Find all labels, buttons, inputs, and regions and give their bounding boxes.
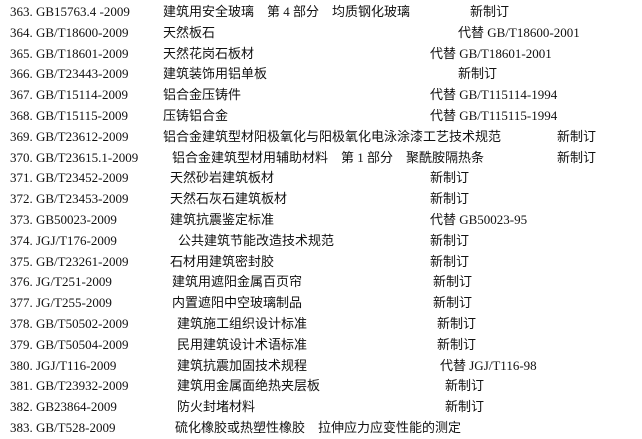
standard-code: 378. GB/T50502-2009	[10, 316, 129, 331]
standard-status: 新制订	[430, 253, 470, 269]
standard-row: 363. GB15763.4 -2009 建筑用安全玻璃 第 4 部分 均质钢化玻…	[0, 2, 642, 22]
standard-row: 378. GB/T50502-2009 建筑施工组织设计标准 新制订	[0, 314, 642, 334]
standard-status: 新制订	[557, 128, 597, 144]
standard-code: 373. GB50023-2009	[10, 212, 117, 227]
standard-status: 代替 GB/T115114-1994	[430, 87, 558, 103]
standard-status: 新制订	[430, 232, 470, 248]
standard-row: 366. GB/T23443-2009 建筑装饰用铝单板 新制订	[0, 64, 642, 84]
standard-title: 建筑抗震加固技术规程	[177, 357, 308, 373]
standard-code: 375. GB/T23261-2009	[10, 253, 129, 269]
standard-title: 建筑装饰用铝单板	[163, 66, 268, 82]
standard-code: 377. JG/T255-2009	[10, 295, 112, 311]
standard-status: 新制订	[445, 378, 485, 394]
standard-row: 372. GB/T23453-2009 天然石灰石建筑板材 新制订	[0, 189, 642, 209]
standard-code: 383. GB/T528-2009	[10, 420, 116, 435]
standard-title: 压铸铝合金	[163, 108, 229, 123]
standard-status: 代替 GB/T18601-2001	[430, 45, 552, 61]
standard-title: 防火封堵材料	[177, 399, 256, 415]
standard-code: 366. GB/T23443-2009	[10, 66, 129, 82]
standard-row: 369. GB/T23612-2009 铝合金建筑型材阳极氧化与阳极氧化电泳涂漆工…	[0, 127, 642, 147]
standard-row: 374. JGJ/T176-2009 公共建筑节能改造技术规范 新制订	[0, 231, 642, 251]
standard-title: 天然花岗石板材	[163, 45, 255, 61]
standard-code: 374. JGJ/T176-2009	[10, 232, 117, 248]
standard-row: 375. GB/T23261-2009 石材用建筑密封胶 新制订	[0, 252, 642, 272]
standard-row: 381. GB/T23932-2009 建筑用金属面绝热夹层板 新制订	[0, 376, 642, 396]
standard-title: 建筑施工组织设计标准	[177, 316, 308, 331]
standard-row: 370. GB/T23615.1-2009 铝合金建筑型材用辅助材料 第 1 部分…	[0, 148, 642, 168]
standard-code: 364. GB/T18600-2009	[10, 24, 129, 40]
standard-row: 365. GB/T18601-2009 天然花岗石板材 代替 GB/T18601-2…	[0, 44, 642, 64]
standard-status: 新制订	[433, 295, 473, 311]
standard-title: 铝合金建筑型材用辅助材料 第 1 部分 聚酰胺隔热条	[172, 149, 485, 165]
standard-title: 铝合金建筑型材阳极氧化与阳极氧化电泳涂漆工艺技术规范	[163, 128, 502, 144]
standard-row: 367. GB/T15114-2009 铝合金压铸件 代替 GB/T115114-1…	[0, 85, 642, 105]
standard-title: 民用建筑设计术语标准	[177, 336, 308, 352]
standard-title: 天然石灰石建筑板材	[170, 191, 288, 207]
standard-row: 382. GB23864-2009 防火封堵材料 新制订	[0, 397, 642, 417]
standard-status: 新制订	[445, 399, 485, 415]
standard-code: 367. GB/T15114-2009	[10, 87, 128, 103]
standard-code: 372. GB/T23453-2009	[10, 191, 129, 207]
standard-row: 373. GB50023-2009 建筑抗震鉴定标准 代替 GB50023-95	[0, 210, 642, 230]
standard-code: 365. GB/T18601-2009	[10, 45, 129, 61]
standard-row: 377. JG/T255-2009 内置遮阳中空玻璃制品 新制订	[0, 293, 642, 313]
standard-status: 新制订	[433, 274, 473, 290]
standard-status: 新制订	[437, 316, 477, 331]
standard-title: 天然砂岩建筑板材	[170, 170, 275, 186]
standard-title: 硫化橡胶或热塑性橡胶 拉伸应力应变性能的测定	[175, 420, 462, 435]
standard-status: 新制订	[437, 336, 477, 352]
standard-title: 石材用建筑密封胶	[170, 253, 275, 269]
standard-status: 代替 GB50023-95	[430, 212, 528, 227]
standard-title: 铝合金压铸件	[163, 87, 242, 103]
standard-status: 新制订	[470, 4, 510, 19]
standard-title: 建筑用遮阳金属百页帘	[172, 274, 303, 290]
standard-row: 379. GB/T50504-2009 民用建筑设计术语标准 新制订	[0, 335, 642, 355]
standard-row: 383. GB/T528-2009 硫化橡胶或热塑性橡胶 拉伸应力应变性能的测定	[0, 418, 642, 438]
standard-row: 376. JG/T251-2009 建筑用遮阳金属百页帘 新制订	[0, 272, 642, 292]
standard-status: 新制订	[557, 149, 597, 165]
standard-code: 363. GB15763.4 -2009	[10, 4, 130, 19]
standard-status: 代替 GB/T115115-1994	[430, 108, 558, 123]
standard-code: 381. GB/T23932-2009	[10, 378, 129, 394]
standard-code: 380. JGJ/T116-2009	[10, 357, 117, 373]
standard-code: 368. GB/T15115-2009	[10, 108, 128, 123]
standard-row: 364. GB/T18600-2009 天然板石 代替 GB/T18600-2001	[0, 23, 642, 43]
standard-title: 建筑用安全玻璃 第 4 部分 均质钢化玻璃	[163, 4, 411, 19]
standard-title: 建筑用金属面绝热夹层板	[177, 378, 321, 394]
standard-row: 368. GB/T15115-2009 压铸铝合金 代替 GB/T115115-19…	[0, 106, 642, 126]
standard-code: 382. GB23864-2009	[10, 399, 117, 415]
standard-title: 天然板石	[163, 24, 216, 40]
standard-status: 新制订	[430, 191, 470, 207]
standard-code: 371. GB/T23452-2009	[10, 170, 129, 186]
standard-status: 新制订	[458, 66, 498, 82]
standard-title: 内置遮阳中空玻璃制品	[172, 295, 303, 311]
standard-row: 380. JGJ/T116-2009 建筑抗震加固技术规程 代替 JGJ/T116-…	[0, 356, 642, 376]
standard-code: 379. GB/T50504-2009	[10, 336, 129, 352]
standard-code: 370. GB/T23615.1-2009	[10, 149, 139, 165]
standard-code: 376. JG/T251-2009	[10, 274, 112, 290]
standard-status: 代替 GB/T18600-2001	[458, 24, 580, 40]
standard-title: 建筑抗震鉴定标准	[170, 212, 275, 227]
standard-row: 371. GB/T23452-2009 天然砂岩建筑板材 新制订	[0, 168, 642, 188]
standard-code: 369. GB/T23612-2009	[10, 128, 129, 144]
standard-title: 公共建筑节能改造技术规范	[178, 232, 335, 248]
standard-status: 新制订	[430, 170, 470, 186]
standard-status: 代替 JGJ/T116-98	[440, 357, 537, 373]
